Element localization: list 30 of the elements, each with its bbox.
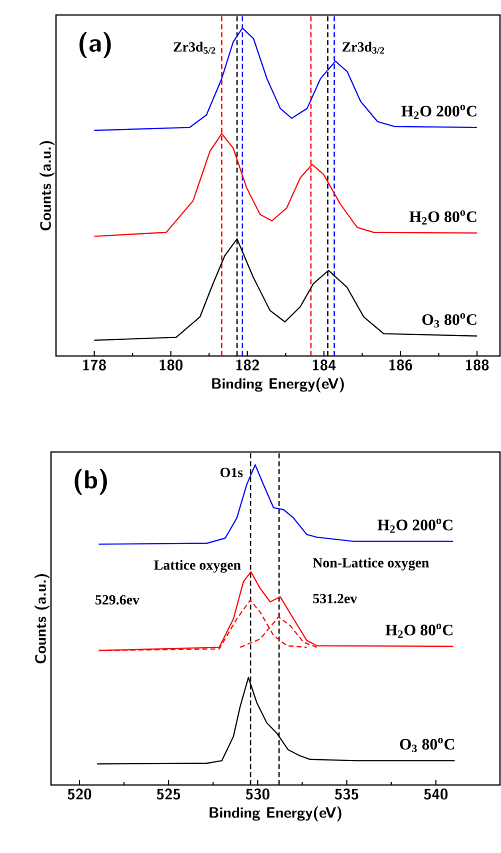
x-tick-label: 184 [312,360,336,371]
x-tick-label: 525 [156,788,180,800]
x-tick-label: 180 [160,360,182,371]
annotation: (b) [74,468,107,495]
x-tick-label: 182 [236,360,259,371]
series-label: O$_{3}$ 80$^{o}$C [400,738,454,752]
annotation: Zr3d$_{5/2}$ [174,42,216,54]
x-tick-label: 540 [424,788,448,800]
annotation: O1s [220,468,243,478]
x-tick-label: 535 [334,788,358,800]
annotation: (a) [80,32,111,58]
x-axis-title: Binding Energy(eV) [212,377,344,392]
x-tick-label: 188 [466,360,489,371]
annotation: 529.6ev [95,595,140,605]
series-label: H$_{2}$O 80$^{o}$C [386,624,452,638]
y-axis-title: Counts (a.u.) [34,574,50,664]
series-label: H$_{2}$O 200$^{o}$C [401,104,476,119]
x-tick-label: 520 [68,788,92,800]
annotation: Non-Lattice oxygen [312,558,429,570]
annotation: Lattice oxygen [154,560,241,573]
annotation: Zr3d$_{3/2}$ [342,42,384,54]
y-axis-title: Counts (a.u.) [40,141,54,230]
x-tick-label: 530 [246,788,270,800]
series-label: O$_{3}$ 80$^{o}$C [422,313,476,328]
series-label: H$_{2}$O 80$^{o}$C [409,210,476,225]
annotation: 531.2ev [313,594,358,604]
x-tick-label: 186 [389,360,412,371]
x-tick-label: 178 [83,360,106,371]
series-label: H$_{2}$O 200$^{o}$C [378,518,452,533]
x-axis-title: Binding Energy(eV) [210,806,342,822]
